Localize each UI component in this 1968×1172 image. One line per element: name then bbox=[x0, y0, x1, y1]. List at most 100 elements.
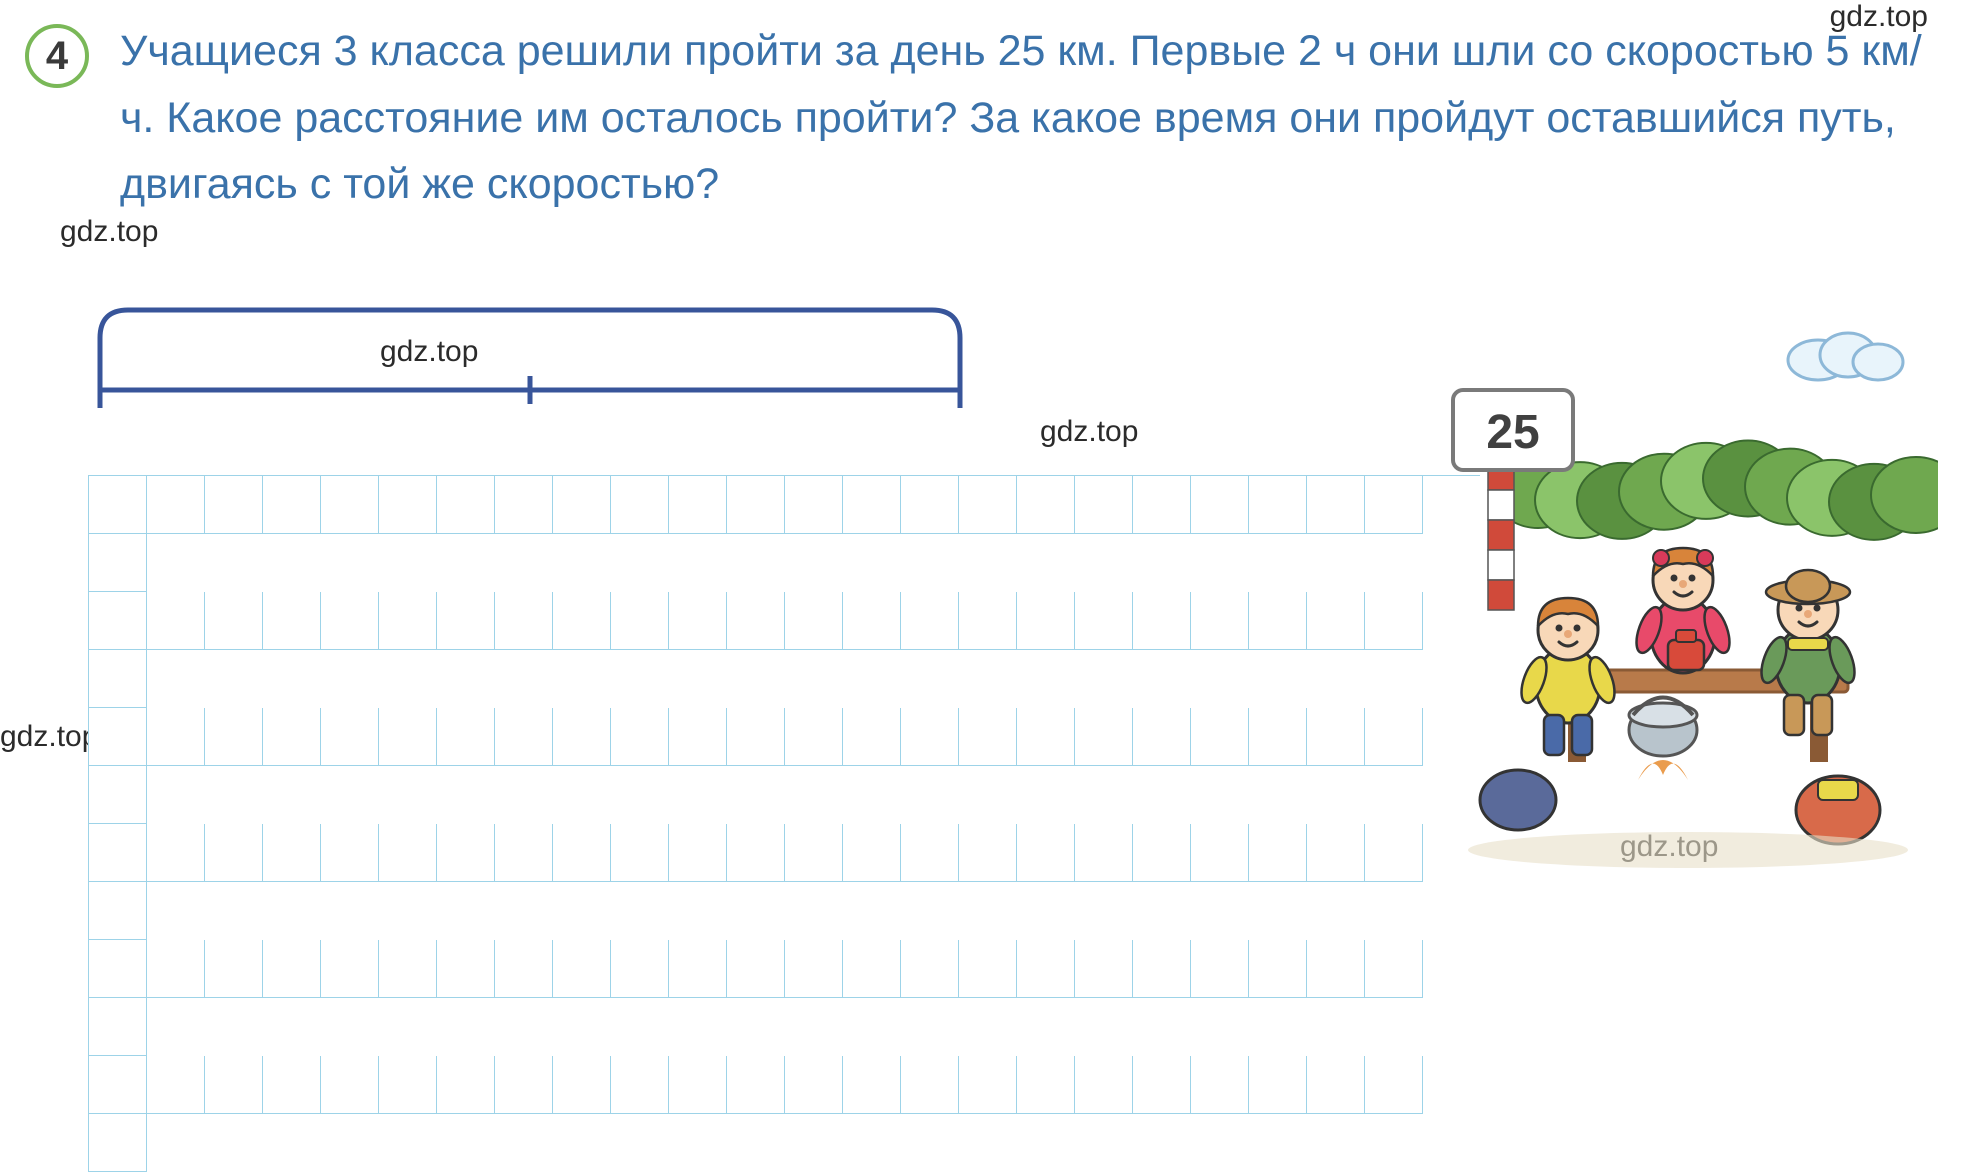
grid-cell bbox=[553, 940, 611, 998]
children-illustration: 25 bbox=[1418, 310, 1938, 870]
grid-cell bbox=[89, 824, 147, 882]
grid-cell bbox=[379, 824, 437, 882]
grid-cell bbox=[553, 592, 611, 650]
grid-cell bbox=[437, 1056, 495, 1114]
grid-cell bbox=[89, 650, 147, 708]
grid-cell bbox=[1365, 592, 1423, 650]
grid-cell bbox=[1191, 824, 1249, 882]
grid-cell bbox=[669, 1056, 727, 1114]
grid-cell bbox=[553, 1056, 611, 1114]
grid-cell bbox=[263, 708, 321, 766]
watermark: gdz.top bbox=[1830, 0, 1928, 34]
grid-cell bbox=[321, 708, 379, 766]
grid-cell bbox=[1365, 1056, 1423, 1114]
grid-cell bbox=[321, 824, 379, 882]
grid-cell bbox=[1017, 476, 1075, 534]
grid-cell bbox=[901, 476, 959, 534]
grid-cell bbox=[1133, 592, 1191, 650]
grid-cell bbox=[147, 592, 205, 650]
grid-cell bbox=[147, 1056, 205, 1114]
grid-cell bbox=[727, 1056, 785, 1114]
grid-cell bbox=[843, 940, 901, 998]
grid-cell bbox=[437, 940, 495, 998]
grid-cell bbox=[89, 1114, 147, 1172]
grid-cell bbox=[1249, 1056, 1307, 1114]
grid-cell bbox=[1191, 1056, 1249, 1114]
watermark: gdz.top bbox=[0, 720, 98, 754]
grid-cell bbox=[1017, 708, 1075, 766]
grid-cell bbox=[205, 592, 263, 650]
grid-cell bbox=[611, 476, 669, 534]
grid-cell bbox=[1017, 824, 1075, 882]
grid-cell bbox=[147, 476, 205, 534]
grid-cell bbox=[669, 940, 727, 998]
grid-cell bbox=[1075, 824, 1133, 882]
grid-cell bbox=[1307, 476, 1365, 534]
grid-cell bbox=[495, 824, 553, 882]
grid-cell bbox=[727, 476, 785, 534]
grid-cell bbox=[727, 708, 785, 766]
grid-cell bbox=[843, 824, 901, 882]
grid-cell bbox=[901, 824, 959, 882]
grid-cell bbox=[1191, 476, 1249, 534]
grid-cell bbox=[785, 824, 843, 882]
grid-cell bbox=[611, 940, 669, 998]
grid-cell bbox=[1365, 940, 1423, 998]
grid-cell bbox=[437, 708, 495, 766]
grid-cell bbox=[1365, 824, 1423, 882]
grid-cell bbox=[1017, 1056, 1075, 1114]
grid-cell bbox=[147, 708, 205, 766]
grid-cell bbox=[321, 1056, 379, 1114]
grid-cell bbox=[785, 708, 843, 766]
grid-cell bbox=[1249, 592, 1307, 650]
grid-cell bbox=[1307, 940, 1365, 998]
grid-cell bbox=[1075, 708, 1133, 766]
grid-cell bbox=[1075, 940, 1133, 998]
grid-cell bbox=[1017, 592, 1075, 650]
grid-cell bbox=[89, 940, 147, 998]
grid-cell bbox=[263, 824, 321, 882]
grid-cell bbox=[901, 1056, 959, 1114]
grid-cell bbox=[611, 708, 669, 766]
grid-cell bbox=[263, 592, 321, 650]
grid-cell bbox=[611, 1056, 669, 1114]
grid-cell bbox=[379, 476, 437, 534]
grid-cell bbox=[553, 708, 611, 766]
grid-cell bbox=[1249, 708, 1307, 766]
grid-cell bbox=[1133, 824, 1191, 882]
grid-cell bbox=[321, 940, 379, 998]
grid-cell bbox=[1133, 476, 1191, 534]
grid-cell bbox=[727, 940, 785, 998]
grid-cell bbox=[1133, 940, 1191, 998]
grid-cell bbox=[959, 824, 1017, 882]
problem-number-badge: 4 bbox=[25, 24, 89, 88]
grid-cell bbox=[1191, 940, 1249, 998]
grid-cell bbox=[1133, 1056, 1191, 1114]
svg-text:25: 25 bbox=[1486, 406, 1539, 459]
answer-grid bbox=[88, 475, 1480, 1172]
grid-cell bbox=[1191, 708, 1249, 766]
grid-cell bbox=[1249, 476, 1307, 534]
grid-cell bbox=[495, 708, 553, 766]
grid-cell bbox=[437, 592, 495, 650]
grid-cell bbox=[959, 592, 1017, 650]
grid-cell bbox=[379, 708, 437, 766]
grid-cell bbox=[1307, 708, 1365, 766]
grid-cell bbox=[843, 708, 901, 766]
grid-cell bbox=[1075, 1056, 1133, 1114]
grid-cell bbox=[89, 998, 147, 1056]
watermark: gdz.top bbox=[1040, 415, 1138, 449]
grid-cell bbox=[321, 476, 379, 534]
grid-cell bbox=[147, 824, 205, 882]
grid-cell bbox=[1249, 824, 1307, 882]
grid-cell bbox=[901, 592, 959, 650]
grid-cell bbox=[89, 534, 147, 592]
grid-cell bbox=[205, 824, 263, 882]
grid-cell bbox=[495, 1056, 553, 1114]
grid-cell bbox=[843, 592, 901, 650]
grid-cell bbox=[321, 592, 379, 650]
grid-cell bbox=[669, 708, 727, 766]
grid-cell bbox=[495, 476, 553, 534]
grid-cell bbox=[147, 940, 205, 998]
grid-cell bbox=[785, 476, 843, 534]
